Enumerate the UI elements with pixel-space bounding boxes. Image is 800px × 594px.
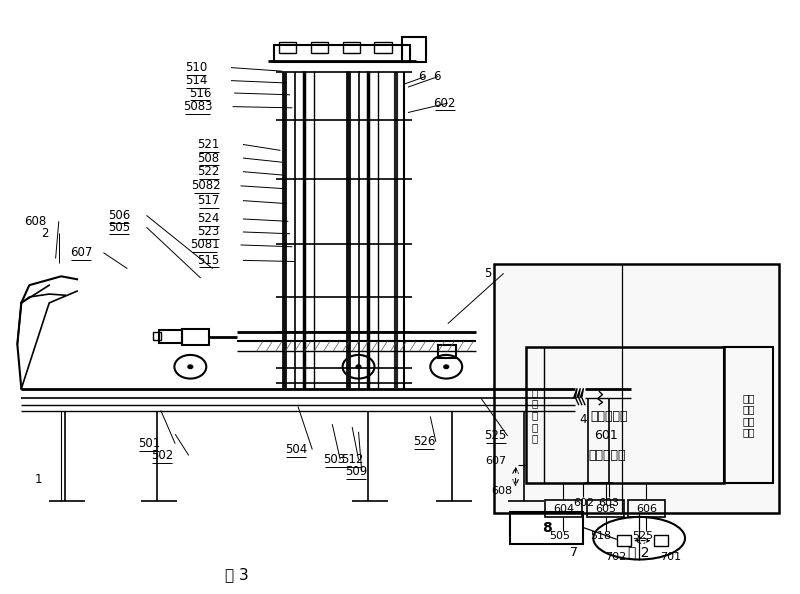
- Text: 509: 509: [345, 465, 367, 478]
- Text: 6: 6: [433, 70, 441, 83]
- Bar: [153, 333, 161, 340]
- Text: 521: 521: [198, 138, 220, 151]
- Text: 517: 517: [198, 194, 220, 207]
- Bar: [274, 45, 410, 62]
- Bar: [545, 500, 582, 517]
- Circle shape: [356, 365, 361, 368]
- Text: 图 3: 图 3: [225, 567, 249, 582]
- Text: 525: 525: [485, 429, 506, 443]
- Text: 5: 5: [484, 267, 491, 280]
- Text: 606: 606: [636, 504, 657, 514]
- Text: 518: 518: [590, 532, 611, 542]
- Text: 526: 526: [413, 435, 435, 448]
- Text: 604: 604: [553, 504, 574, 514]
- Text: 702: 702: [605, 552, 626, 562]
- Text: 501: 501: [138, 437, 160, 450]
- Text: 607: 607: [70, 246, 92, 259]
- Text: 5081: 5081: [190, 238, 219, 251]
- Text: 8: 8: [542, 521, 551, 535]
- Text: 504: 504: [286, 443, 307, 456]
- Text: 503: 503: [323, 453, 346, 466]
- Text: 522: 522: [198, 165, 220, 178]
- Text: 505: 505: [549, 532, 570, 542]
- Bar: [526, 347, 724, 484]
- Bar: [374, 42, 392, 53]
- Text: 601: 601: [594, 429, 618, 443]
- Text: 502: 502: [151, 449, 174, 462]
- Text: 603: 603: [598, 498, 619, 508]
- Bar: [438, 346, 456, 359]
- Text: 701: 701: [661, 552, 682, 562]
- Text: 5082: 5082: [191, 179, 221, 192]
- Text: 505: 505: [108, 221, 130, 233]
- Bar: [724, 347, 773, 484]
- Bar: [494, 264, 779, 513]
- Text: 510: 510: [185, 61, 207, 74]
- Bar: [279, 42, 296, 53]
- Text: 图 2: 图 2: [629, 545, 650, 560]
- Text: 608: 608: [24, 215, 46, 228]
- Bar: [617, 535, 631, 546]
- Text: 5083: 5083: [182, 100, 212, 113]
- Text: 608: 608: [491, 486, 513, 496]
- Bar: [402, 37, 426, 62]
- Circle shape: [444, 365, 449, 368]
- Bar: [310, 42, 328, 53]
- Bar: [159, 330, 182, 343]
- Text: 1: 1: [34, 473, 42, 486]
- Text: 525: 525: [632, 532, 653, 542]
- Circle shape: [188, 365, 193, 368]
- Bar: [342, 42, 360, 53]
- Text: 516: 516: [189, 87, 211, 100]
- Text: 602: 602: [573, 498, 594, 508]
- Text: 7: 7: [570, 546, 578, 560]
- Text: 515: 515: [198, 254, 220, 267]
- Text: 524: 524: [198, 213, 220, 226]
- Text: 523: 523: [198, 226, 220, 238]
- Text: 506: 506: [108, 209, 130, 222]
- Text: 串总
行线
口接
或口: 串总 行线 口接 或口: [742, 393, 754, 438]
- Bar: [587, 500, 624, 517]
- Text: 512: 512: [341, 453, 363, 466]
- Text: 4: 4: [580, 413, 587, 426]
- Text: 开关量输出: 开关量输出: [589, 449, 626, 462]
- Bar: [628, 500, 665, 517]
- Text: 6: 6: [418, 70, 426, 83]
- Text: 2: 2: [42, 227, 49, 239]
- Text: 514: 514: [185, 74, 207, 87]
- Text: 602: 602: [434, 97, 456, 109]
- Text: 模
拟
量
输
入: 模 拟 量 输 入: [532, 387, 538, 444]
- Bar: [182, 329, 210, 346]
- Text: 508: 508: [198, 151, 220, 165]
- Text: 开关量输入: 开关量输入: [590, 410, 628, 423]
- Bar: [654, 535, 668, 546]
- Bar: [510, 511, 583, 544]
- Text: 605: 605: [595, 504, 616, 514]
- Text: 607: 607: [485, 456, 506, 466]
